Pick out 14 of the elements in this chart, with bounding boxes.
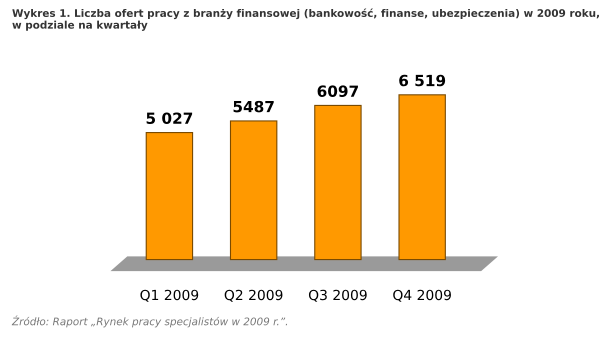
data-label: 6 519 [399,74,446,86]
text: Źródło: Raport „Rynek pracy specjalistów w 2009 r.”. [12,316,288,328]
bar [146,132,194,260]
bar [398,94,446,260]
data-label: 5487 [234,100,274,112]
x-tick-label: Q3 2009 [308,290,367,302]
x-tick-label: Q4 2009 [393,290,451,302]
bar [230,120,278,260]
bar [314,104,362,260]
data-label: 6097 [318,85,358,97]
x-tick-label: Q1 2009 [140,290,198,302]
chart-title: Wykres 1. Liczba ofert pracy z branży finansowej (bankowość, finanse, ubezpieczenia) w 2009 roku, w podziale na kwartały [12,8,599,31]
data-label: 5 027 [146,112,192,124]
x-tick-label: Q2 2009 [224,290,282,302]
